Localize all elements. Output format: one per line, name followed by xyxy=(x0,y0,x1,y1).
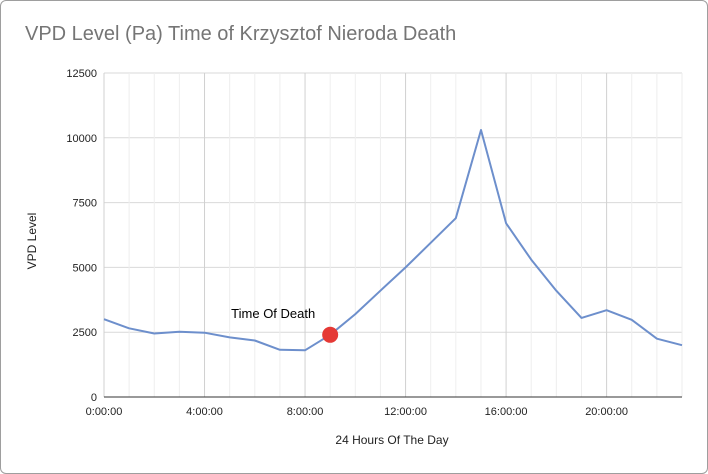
data-point xyxy=(202,330,207,335)
data-point xyxy=(453,216,458,221)
y-axis-title: VPD Level xyxy=(25,213,39,270)
x-axis-title: 24 Hours Of The Day xyxy=(335,433,448,447)
chart-title: VPD Level (Pa) Time of Krzysztof Nieroda… xyxy=(25,23,457,45)
grid xyxy=(103,72,683,397)
data-point xyxy=(604,308,609,313)
data-point xyxy=(127,326,132,331)
y-tick-label: 12500 xyxy=(66,68,97,80)
data-point xyxy=(504,221,509,226)
data-point xyxy=(680,343,685,348)
x-tick-label: 4:00:00 xyxy=(186,406,223,418)
x-tick-label: 8:00:00 xyxy=(287,406,324,418)
x-tick-label: 0:00:00 xyxy=(86,406,123,418)
series-group xyxy=(102,128,685,353)
y-axis-ticks: 0 2500 5000 7500 10000 12500 xyxy=(66,68,97,404)
x-tick-label: 16:00:00 xyxy=(485,406,528,418)
time-of-death-marker xyxy=(322,326,339,343)
y-tick-label: 0 xyxy=(91,392,97,404)
data-point xyxy=(227,335,232,340)
data-point xyxy=(102,317,107,322)
data-point xyxy=(353,312,358,317)
data-point xyxy=(303,348,308,353)
data-point xyxy=(579,315,584,320)
series-line xyxy=(103,129,683,352)
data-point xyxy=(428,240,433,245)
data-point xyxy=(277,347,282,352)
data-point xyxy=(252,338,257,343)
annotations: Time Of Death xyxy=(231,306,339,343)
data-point xyxy=(403,265,408,270)
data-point xyxy=(378,288,383,293)
y-tick-label: 10000 xyxy=(66,133,97,145)
data-point xyxy=(654,336,659,341)
data-point xyxy=(177,329,182,334)
data-point xyxy=(554,288,559,293)
y-tick-label: 7500 xyxy=(73,198,97,210)
data-point xyxy=(152,331,157,336)
y-tick-label: 2500 xyxy=(73,327,97,339)
x-axis-ticks: 0:00:00 4:00:00 8:00:00 12:00:00 16:00:00 20:… xyxy=(86,406,628,418)
y-tick-label: 5000 xyxy=(73,262,97,274)
data-point xyxy=(529,257,534,262)
data-point xyxy=(478,128,483,133)
data-point xyxy=(629,317,634,322)
time-of-death-label: Time Of Death xyxy=(231,306,315,321)
x-tick-label: 20:00:00 xyxy=(585,406,628,418)
x-tick-label: 12:00:00 xyxy=(384,406,427,418)
